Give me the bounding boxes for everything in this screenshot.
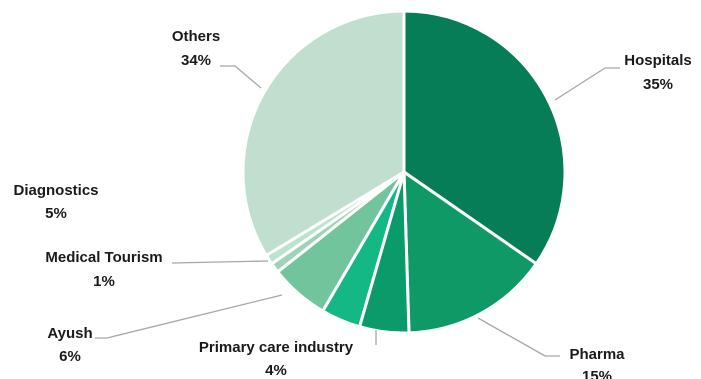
label-primary-care-name: Primary care industry <box>199 339 354 356</box>
label-medical-tourism-value: 1% <box>93 273 115 290</box>
label-diagnostics-value: 5% <box>45 205 67 222</box>
label-pharma-value: 15% <box>582 368 612 379</box>
label-medical-tourism-name: Medical Tourism <box>45 249 162 266</box>
label-ayush-name: Ayush <box>47 325 92 342</box>
leader-line-ayush <box>95 295 282 338</box>
leader-line-pharma <box>478 318 560 356</box>
leader-line-hospitals <box>555 68 620 100</box>
label-diagnostics-name: Diagnostics <box>13 182 98 199</box>
label-hospitals-name: Hospitals <box>624 52 692 69</box>
pie-slices <box>243 11 565 333</box>
label-hospitals-value: 35% <box>643 76 673 93</box>
label-primary-care-value: 4% <box>265 362 287 379</box>
leader-line-medical-tourism <box>172 261 268 263</box>
label-pharma-name: Pharma <box>569 346 625 363</box>
label-ayush-value: 6% <box>59 348 81 365</box>
label-others-value: 34% <box>181 52 211 69</box>
leader-line-others <box>220 66 261 88</box>
label-others-name: Others <box>172 28 220 45</box>
